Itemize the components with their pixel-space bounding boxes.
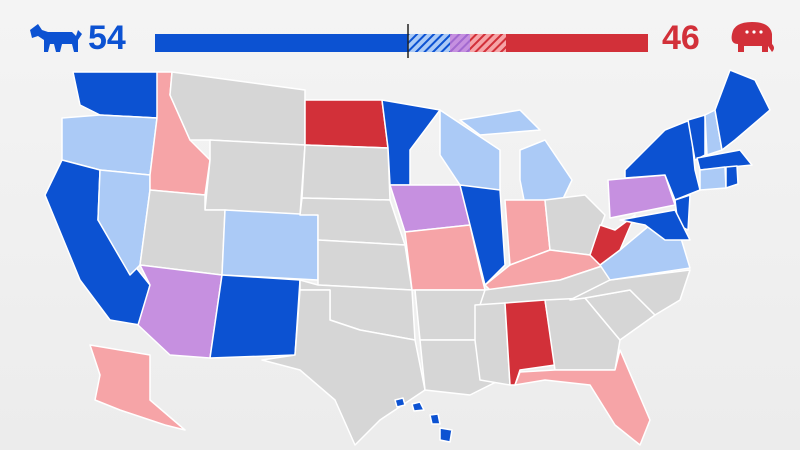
state-colorado	[221, 209, 319, 281]
rep-seat-count: 46	[662, 19, 700, 57]
state-maryland-delaware	[619, 209, 691, 241]
state-texas	[261, 289, 426, 446]
rep-lean	[470, 34, 506, 52]
state-mississippi	[474, 302, 511, 386]
state-vermont	[687, 114, 706, 161]
state-alaska	[89, 344, 186, 431]
state-hawaii	[429, 413, 441, 425]
state-michigan-upper	[459, 109, 541, 136]
state-connecticut	[699, 166, 727, 191]
state-kansas	[317, 239, 413, 291]
state-hawaii	[439, 427, 453, 443]
state-south-dakota	[301, 144, 391, 201]
state-maine	[714, 69, 771, 151]
state-wyoming	[204, 139, 306, 216]
state-hawaii	[411, 401, 425, 412]
state-hawaii	[394, 397, 406, 408]
republican-icon	[731, 22, 774, 52]
state-rhode-island	[725, 165, 739, 189]
state-massachusetts	[696, 149, 753, 171]
us-map	[44, 69, 771, 446]
dem-lean	[408, 34, 450, 52]
democrat-icon	[30, 24, 82, 52]
dem-solid	[155, 34, 408, 52]
rep-solid	[506, 34, 648, 52]
state-illinois	[459, 184, 506, 286]
state-west-virginia	[589, 214, 636, 266]
state-north-dakota	[304, 99, 389, 149]
state-florida	[514, 349, 651, 446]
state-new-mexico	[209, 274, 301, 359]
state-iowa	[389, 184, 471, 233]
dem-seat-count: 54	[88, 19, 126, 57]
seat-bar	[155, 24, 648, 58]
tossup	[450, 34, 470, 52]
